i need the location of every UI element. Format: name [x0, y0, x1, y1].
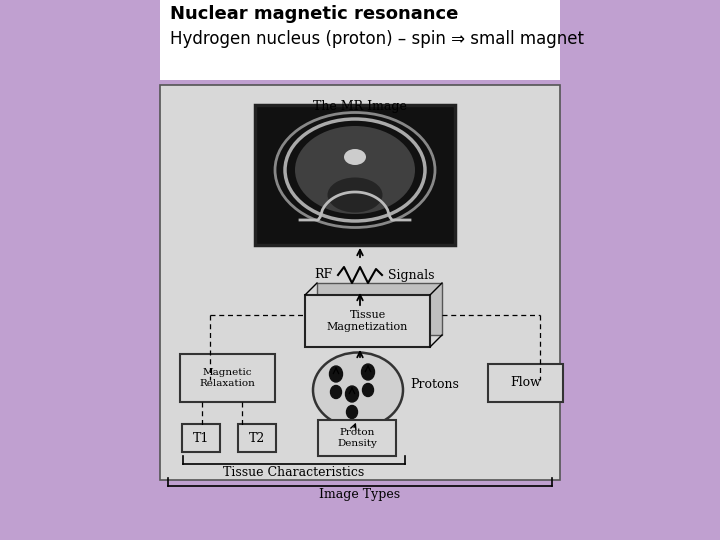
- Text: Tissue Characteristics: Tissue Characteristics: [223, 466, 364, 479]
- Text: Image Types: Image Types: [320, 488, 400, 501]
- Bar: [180, 354, 275, 402]
- Ellipse shape: [346, 386, 359, 402]
- Text: Magnetic
Relaxation: Magnetic Relaxation: [199, 368, 256, 388]
- Text: T2: T2: [249, 431, 265, 444]
- Bar: [160, 0, 560, 80]
- Bar: [317, 283, 442, 335]
- Text: Tissue
Magnetization: Tissue Magnetization: [327, 310, 408, 332]
- Ellipse shape: [346, 406, 358, 419]
- Bar: [488, 364, 563, 402]
- Bar: [238, 424, 276, 452]
- Text: Hydrogen nucleus (proton) – spin ⇒ small magnet: Hydrogen nucleus (proton) – spin ⇒ small…: [170, 30, 584, 48]
- Text: Proton
Density: Proton Density: [337, 428, 377, 448]
- Bar: [160, 85, 560, 480]
- Text: T1: T1: [193, 431, 210, 444]
- Ellipse shape: [330, 386, 341, 399]
- Ellipse shape: [361, 364, 374, 380]
- Ellipse shape: [344, 149, 366, 165]
- Ellipse shape: [362, 383, 374, 396]
- Bar: [255, 105, 455, 245]
- Ellipse shape: [328, 178, 382, 213]
- Ellipse shape: [330, 366, 343, 382]
- Bar: [182, 424, 220, 452]
- Bar: [318, 420, 396, 456]
- Text: Protons: Protons: [410, 379, 459, 392]
- Bar: [305, 295, 430, 347]
- Text: Nuclear magnetic resonance: Nuclear magnetic resonance: [170, 5, 459, 23]
- Text: Flow: Flow: [510, 376, 541, 389]
- Text: RF: RF: [314, 268, 332, 281]
- Text: The MR Image: The MR Image: [313, 100, 407, 113]
- Ellipse shape: [313, 353, 403, 428]
- Text: Signals: Signals: [388, 268, 434, 281]
- Ellipse shape: [295, 126, 415, 214]
